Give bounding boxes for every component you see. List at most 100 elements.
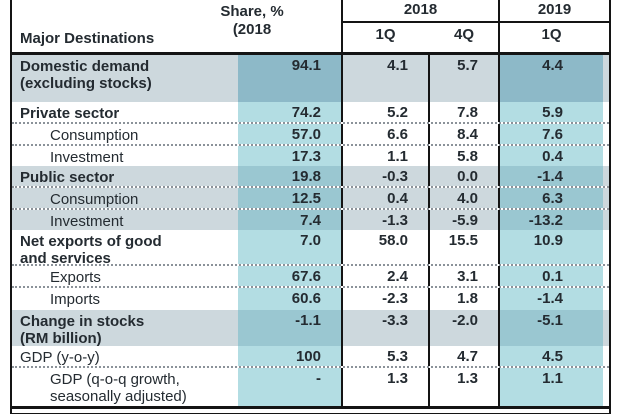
cell-2018-q4: 3.1 [430, 266, 500, 286]
table-header: Major Destinations Share, % (2018 2018 2… [12, 0, 609, 55]
table-row: Public sector 19.8 -0.3 0.0 -1.4 [12, 166, 609, 188]
row-label: GDP (q-o-q growth, seasonally adjusted) [50, 371, 187, 405]
row-label: Investment [12, 210, 238, 230]
row-label: Investment [50, 149, 124, 166]
column-divider [498, 0, 500, 52]
table-row: Consumption 12.5 0.4 4.0 6.3 [12, 188, 609, 210]
cell-2018-q4: 5.7 [430, 55, 500, 102]
cell-2019-q1: 6.3 [500, 188, 603, 208]
cell-2018-q4: 1.8 [430, 288, 500, 310]
table-row: Private sector 74.2 5.2 7.8 5.9 [12, 102, 609, 124]
table-row: GDP (q-o-q growth, seasonally adjusted) -… [12, 368, 609, 406]
cell-2019-q1: -1.4 [500, 288, 603, 310]
cell-2018-q4: -2.0 [430, 310, 500, 346]
cell-2018-q1: 6.6 [343, 124, 430, 144]
column-header-share: Share, % (2018 [220, 3, 284, 38]
cell-2018-q1: 2.4 [343, 266, 430, 286]
cell-2018-q4: 0.0 [430, 166, 500, 186]
cell-2019-q1: 1.1 [500, 368, 603, 406]
row-label: GDP (y-o-y) [20, 349, 100, 366]
column-header-2018-q1: 1Q [375, 26, 396, 43]
row-label: Exports [50, 269, 101, 286]
cell-2018-q1: -0.3 [343, 166, 430, 186]
cell-2019-q1: 4.4 [500, 55, 603, 102]
right-strip [603, 288, 609, 310]
table-row: Investment 7.4 -1.3 -5.9 -13.2 [12, 210, 609, 230]
cell-share: 60.6 [238, 288, 343, 310]
right-strip [603, 124, 609, 144]
cell-2019-q1: -1.4 [500, 166, 603, 186]
column-group-2019: 2019 [537, 1, 572, 18]
cell-2018-q1: -2.3 [343, 288, 430, 310]
cell-2018-q4: 15.5 [430, 230, 500, 264]
table-row: Exports 67.6 2.4 3.1 0.1 [12, 266, 609, 288]
cell-2018-q1: 4.1 [343, 55, 430, 102]
cell-share: 12.5 [238, 188, 343, 208]
cell-share: - [238, 368, 343, 406]
right-strip [603, 146, 609, 166]
table-body: Domestic demand (excluding stocks) 94.1 4.… [12, 55, 609, 409]
table-row: Change in stocks (RM billion) -1.1 -3.3 -2.… [12, 310, 609, 347]
cell-share: 7.0 [238, 230, 343, 264]
cell-share: -1.1 [238, 310, 343, 346]
right-strip [603, 346, 609, 366]
cell-2018-q4: 7.8 [430, 102, 500, 122]
column-divider [341, 0, 343, 52]
cell-share: 7.4 [238, 210, 343, 230]
right-strip [603, 368, 609, 406]
cell-2019-q1: -5.1 [500, 310, 603, 346]
cell-2018-q1: 5.2 [343, 102, 430, 122]
major-destinations-table: Major Destinations Share, % (2018 2018 2… [10, 0, 611, 414]
table-row: Net exports of good and services 7.0 58.0 1… [12, 230, 609, 267]
row-label: Consumption [12, 188, 238, 208]
right-strip [603, 230, 609, 264]
cell-2019-q1: -13.2 [500, 210, 603, 230]
cell-2018-q1: -1.3 [343, 210, 430, 230]
table-row: Consumption 57.0 6.6 8.4 7.6 [12, 124, 609, 146]
cell-share: 94.1 [238, 55, 343, 102]
cell-share: 67.6 [238, 266, 343, 286]
cell-2019-q1: 5.9 [500, 102, 603, 122]
cell-2018-q4: 4.0 [430, 188, 500, 208]
right-strip [603, 166, 609, 186]
cell-2019-q1: 0.1 [500, 266, 603, 286]
table-row: GDP (y-o-y) 100 5.3 4.7 4.5 [12, 346, 609, 368]
right-strip [603, 188, 609, 208]
row-label: Imports [50, 291, 101, 308]
next-section-stub [12, 409, 609, 414]
cell-2018-q4: 4.7 [430, 346, 500, 366]
row-label: Private sector [20, 105, 120, 122]
right-strip [603, 210, 609, 230]
row-label: Net exports of good and services [20, 233, 162, 267]
cell-2018-q4: 5.8 [430, 146, 500, 166]
cell-share: 19.8 [238, 166, 343, 186]
row-label: Consumption [50, 127, 139, 144]
cell-share: 74.2 [238, 102, 343, 122]
column-header-major-destinations: Major Destinations [20, 30, 155, 47]
cell-2018-q1: 1.1 [343, 146, 430, 166]
cell-2018-q4: -5.9 [430, 210, 500, 230]
table-row: Imports 60.6 -2.3 1.8 -1.4 [12, 288, 609, 310]
cell-2018-q1: 1.3 [343, 368, 430, 406]
cell-2018-q4: 1.3 [430, 368, 500, 406]
cell-share: 100 [238, 346, 343, 366]
column-header-2019-q1: 1Q [541, 26, 562, 43]
cell-share: 57.0 [238, 124, 343, 144]
right-strip [603, 55, 609, 102]
cell-2019-q1: 4.5 [500, 346, 603, 366]
right-strip [603, 266, 609, 286]
table-row: Investment 17.3 1.1 5.8 0.4 [12, 146, 609, 166]
column-header-2018-q4: 4Q [453, 26, 474, 43]
table-row: Domestic demand (excluding stocks) 94.1 4.… [12, 55, 609, 102]
cell-2018-q1: 0.4 [343, 188, 430, 208]
cell-share: 17.3 [238, 146, 343, 166]
right-strip [603, 102, 609, 122]
right-strip [603, 310, 609, 346]
row-label: Public sector [12, 166, 238, 186]
header-subdivider [341, 21, 609, 23]
cell-2019-q1: 10.9 [500, 230, 603, 264]
row-label: Domestic demand (excluding stocks) [12, 55, 238, 102]
cell-2018-q4: 8.4 [430, 124, 500, 144]
cell-2018-q1: 58.0 [343, 230, 430, 264]
